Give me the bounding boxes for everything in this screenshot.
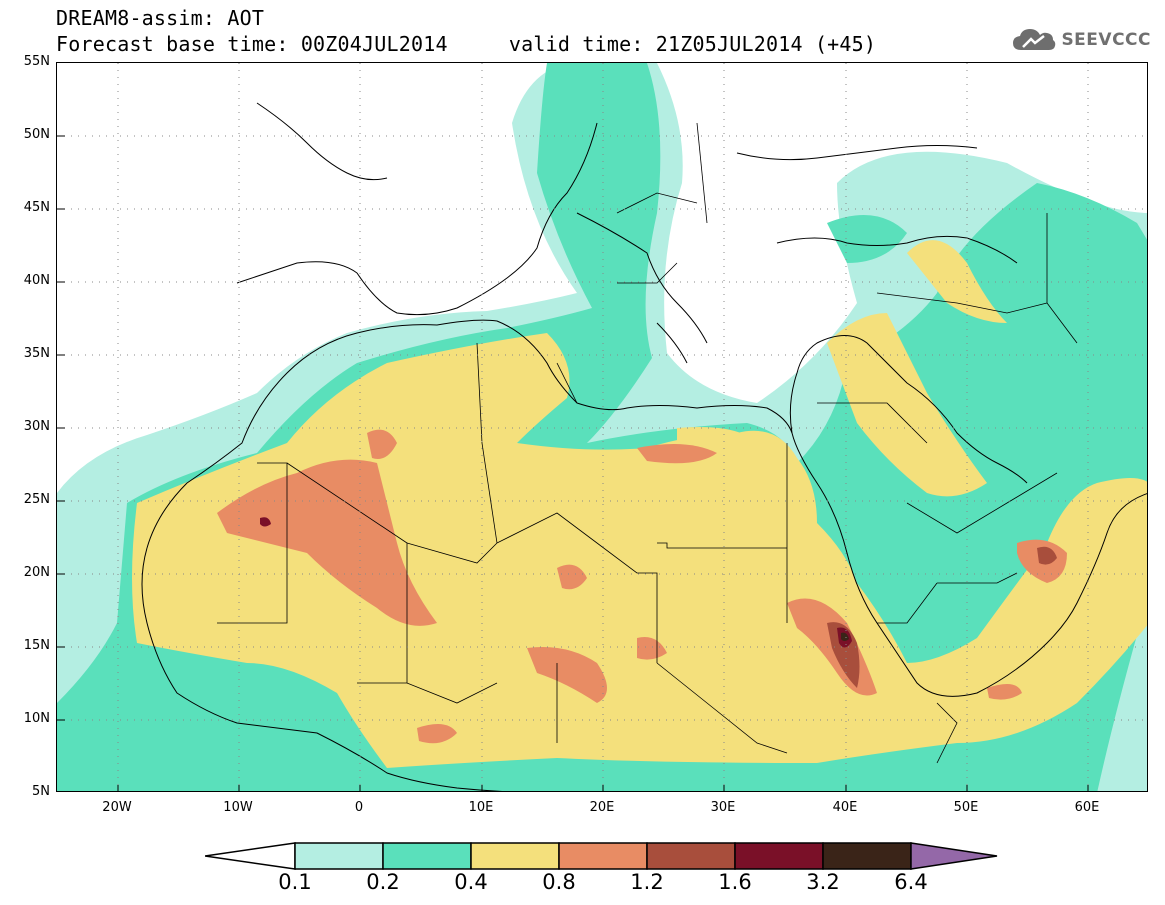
lon-label: 0 (354, 800, 364, 815)
map-grid (57, 63, 1147, 791)
colorbar-segment-1-2 (646, 842, 736, 870)
lon-label: 10E (468, 800, 494, 815)
lat-label: 45N (23, 200, 50, 215)
colorbar-high-arrow (910, 842, 998, 870)
colorbar-low-arrow (205, 842, 296, 870)
brand-name: SEEVCCC (1061, 30, 1151, 50)
aot-map-svg (57, 63, 1147, 791)
colorbar-label: 3.2 (806, 870, 840, 894)
lon-label: 20E (589, 800, 615, 815)
map-title: DREAM8-assim: AOT (56, 6, 265, 30)
colorbar-segment-0-4 (470, 842, 560, 870)
forecast-time-subtitle: Forecast base time: 00Z04JUL2014 valid t… (56, 32, 877, 56)
aot-colorbar (205, 842, 998, 870)
lat-label: 35N (23, 346, 50, 361)
lon-label: 20W (102, 800, 132, 815)
colorbar-segment-0-8 (558, 842, 648, 870)
colorbar-segment-0-2 (382, 842, 472, 870)
lat-label: 5N (32, 784, 50, 799)
lat-label: 15N (23, 638, 50, 653)
aot-layer-3-2 (841, 632, 849, 641)
colorbar-label: 0.2 (366, 870, 400, 894)
lat-label: 30N (23, 419, 50, 434)
colorbar-label: 0.1 (278, 870, 312, 894)
lat-label: 40N (23, 273, 50, 288)
lon-label: 60E (1074, 800, 1100, 815)
lon-label: 40E (832, 800, 858, 815)
colorbar-segment-1-6 (734, 842, 824, 870)
colorbar-label: 0.4 (454, 870, 488, 894)
axis-ticks (57, 135, 1089, 791)
lat-label: 20N (23, 565, 50, 580)
lon-label: 30E (710, 800, 736, 815)
coastlines (141, 102, 1147, 791)
lat-label: 55N (23, 54, 50, 69)
lat-label: 10N (23, 711, 50, 726)
lat-label: 25N (23, 492, 50, 507)
lat-label: 50N (23, 127, 50, 142)
cloud-icon (1013, 29, 1056, 50)
lon-label: 50E (953, 800, 979, 815)
colorbar-label: 1.2 (630, 870, 664, 894)
colorbar-label: 6.4 (894, 870, 928, 894)
colorbar-segment-0-1 (294, 842, 384, 870)
lon-label: 10W (223, 800, 253, 815)
map-plot-area (56, 62, 1148, 792)
colorbar-segment-3-2 (822, 842, 912, 870)
colorbar-label: 0.8 (542, 870, 576, 894)
brand-logo: SEEVCCC (1011, 26, 1151, 54)
country-borders (217, 122, 1078, 764)
aot-layer-0-8 (217, 429, 1067, 744)
colorbar-label: 1.6 (718, 870, 752, 894)
